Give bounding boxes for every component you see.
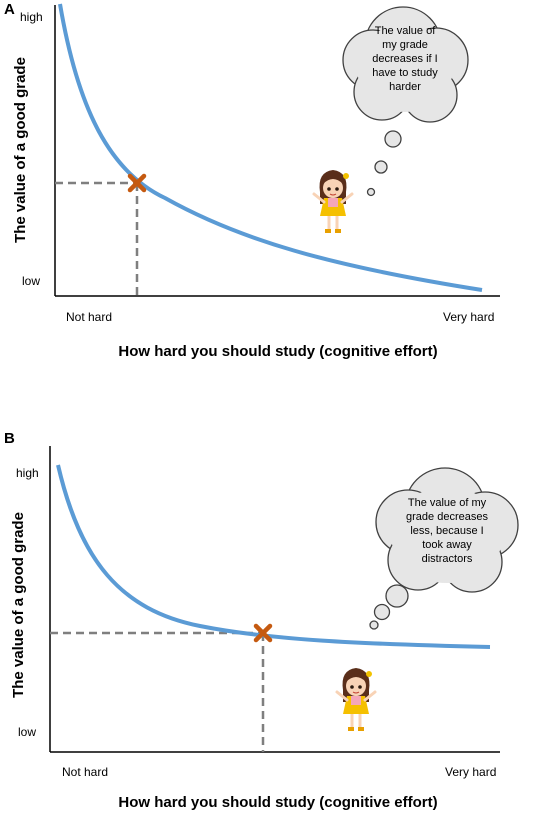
x-right-label: Very hard: [445, 765, 496, 779]
x-axis-title: How hard you should study (cognitive eff…: [118, 794, 437, 811]
x-axis-title: How hard you should study (cognitive eff…: [118, 343, 437, 360]
thought-bubble-icon: [369, 467, 519, 630]
panel-b-diagram: B high low Not hard Very hard The value …: [4, 430, 519, 811]
x-marker-icon: [127, 173, 147, 193]
y-axis-title: The value of a good grade: [12, 57, 29, 243]
thought-line-3: less, because I: [410, 525, 483, 537]
panel-letter: B: [4, 430, 15, 447]
panel-b: B high low Not hard Very hard The value …: [0, 410, 536, 814]
y-low-label: low: [22, 274, 40, 288]
thought-line-5: harder: [389, 81, 421, 93]
thought-line-1: The value of: [375, 25, 436, 37]
value-curve: [56, 464, 491, 649]
girl-illustration-icon: [312, 170, 354, 233]
thought-bubble-icon: [342, 6, 469, 197]
x-left-label: Not hard: [66, 310, 112, 324]
thought-line-4: have to study: [372, 67, 438, 79]
thought-line-1: The value of my: [408, 497, 487, 509]
thought-line-2: my grade: [382, 39, 428, 51]
thought-line-5: distractors: [422, 553, 473, 565]
thought-line-3: decreases if I: [372, 53, 437, 65]
y-high-label: high: [16, 466, 39, 480]
panel-a: A high low Not hard Very hard The value …: [4, 1, 500, 360]
panel-letter: A: [4, 1, 15, 18]
y-low-label: low: [18, 725, 36, 739]
x-left-label: Not hard: [62, 765, 108, 779]
panel-a-diagram: A high low Not hard Very hard The value …: [4, 1, 500, 360]
y-high-label: high: [20, 10, 43, 24]
girl-illustration-icon: [335, 668, 377, 731]
thought-line-4: took away: [422, 539, 472, 551]
value-curve: [58, 3, 483, 292]
x-right-label: Very hard: [443, 310, 494, 324]
y-axis-title: The value of a good grade: [10, 512, 27, 698]
thought-line-2: grade decreases: [406, 511, 488, 523]
x-marker-icon: [253, 623, 273, 643]
